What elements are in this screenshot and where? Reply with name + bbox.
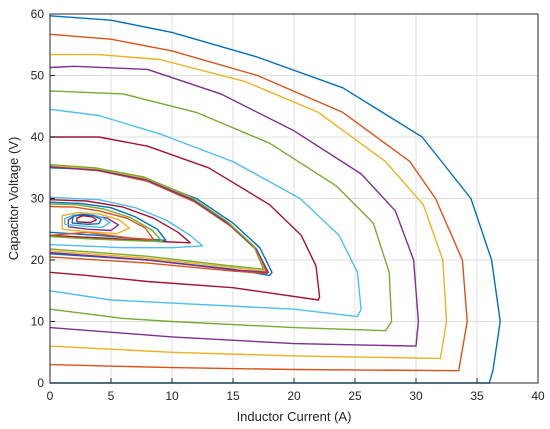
series-line-12 <box>49 164 265 270</box>
x-tick-label: 10 <box>165 389 179 403</box>
series-layer <box>49 15 501 384</box>
series-line-2 <box>49 33 468 372</box>
x-tick-label: 25 <box>348 389 362 403</box>
tick-labels: 0 5 10 15 20 25 30 35 40 0 10 20 30 40 50 60 <box>31 7 545 403</box>
series-line-22 <box>76 215 98 224</box>
y-tick-label: 0 <box>37 376 44 390</box>
x-tick-label: 40 <box>531 389 545 403</box>
y-tick-label: 50 <box>31 69 45 83</box>
series-line-7 <box>49 136 321 301</box>
tick-marks <box>49 13 539 384</box>
x-tick-label: 5 <box>108 389 115 403</box>
x-axis-label: Inductor Current (A) <box>237 409 352 424</box>
series-line-20 <box>63 213 111 229</box>
y-tick-label: 10 <box>31 315 45 329</box>
x-tick-label: 30 <box>409 389 423 403</box>
x-tick-label: 20 <box>287 389 301 403</box>
y-tick-label: 60 <box>31 7 45 21</box>
series-line-18 <box>61 211 130 235</box>
x-tick-label: 35 <box>470 389 484 403</box>
series-line-4 <box>49 65 420 347</box>
series-line-1 <box>49 15 501 384</box>
series-line-15 <box>49 201 167 241</box>
series-line-21 <box>71 213 102 225</box>
series-line-16 <box>49 205 155 241</box>
series-line-19 <box>67 214 119 232</box>
series-line-13 <box>49 196 204 249</box>
series-line-17 <box>49 203 163 243</box>
y-axis-label: Capacitor Voltage (V) <box>6 137 21 261</box>
series-line-5 <box>49 90 393 332</box>
x-tick-label: 15 <box>226 389 240 403</box>
y-tick-label: 20 <box>31 253 45 267</box>
series-line-14 <box>49 199 191 244</box>
y-tick-label: 40 <box>31 130 45 144</box>
series-line-6 <box>49 108 362 318</box>
series-line-3 <box>49 53 448 360</box>
x-tick-label: 0 <box>47 389 54 403</box>
y-tick-label: 30 <box>31 192 45 206</box>
